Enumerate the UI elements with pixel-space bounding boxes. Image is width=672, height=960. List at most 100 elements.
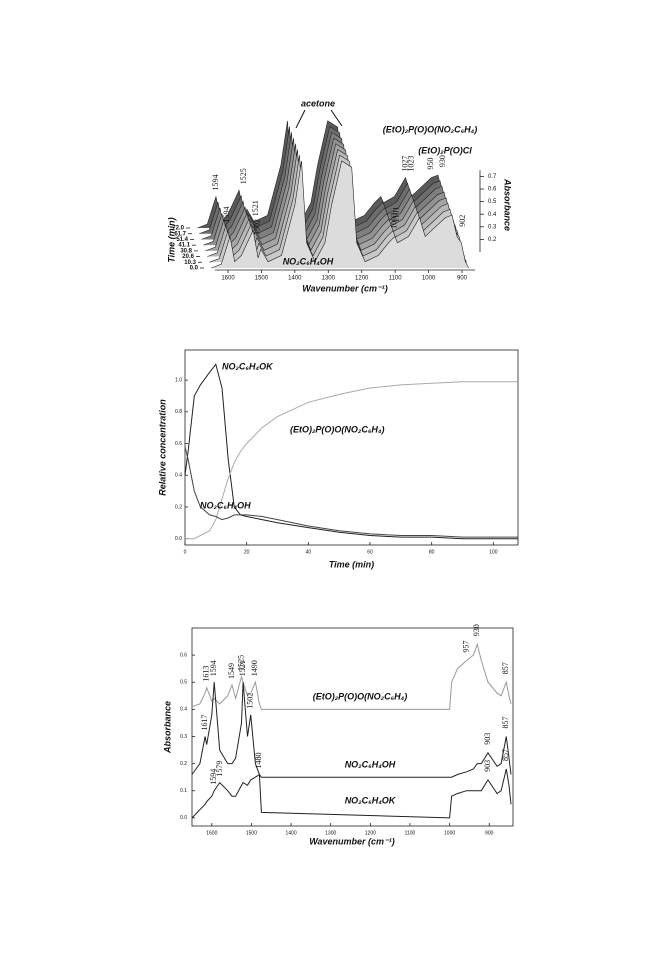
series-line [184, 446, 518, 538]
series-label: NO₂C₆H₄OH [345, 759, 396, 769]
y-tick-label: 0.0 [180, 815, 187, 821]
arrow [295, 109, 343, 129]
peak-label: 857 [501, 716, 510, 728]
peak-label: 1525 [236, 655, 245, 671]
peak-label: 950 [426, 158, 435, 170]
y-tick-label: 0.7 [488, 174, 497, 180]
spectrum [211, 160, 469, 269]
x-tick-label: 60 [367, 549, 373, 555]
z-tick-label: 51.4 [176, 237, 188, 243]
x-tick-label: 1600 [221, 276, 235, 282]
y-tick-label: 0.3 [180, 734, 187, 740]
x-tick-label: 1200 [365, 830, 376, 836]
peak-label: 1525 [239, 168, 248, 184]
series-line [184, 363, 518, 540]
peak-label: 1579 [215, 761, 224, 777]
peak-label: 1594 [211, 175, 220, 191]
series-label: NO₂C₆H₄OK [222, 361, 274, 371]
x-tick-label: 1400 [288, 276, 302, 282]
series-label: NO₂C₆H₄OK [345, 795, 397, 805]
series-line [185, 381, 518, 540]
peak-label: 1594 [209, 769, 218, 785]
y-tick-label: 0.0 [175, 536, 182, 542]
z-tick-label: 30.8 [180, 248, 192, 254]
x-tick-label: 1000 [444, 830, 455, 836]
y-tick-label: 0.6 [180, 652, 187, 658]
peak-label: 1101 [392, 207, 401, 223]
peak-label: 1613 [201, 666, 210, 682]
peak-label: 1521 [238, 660, 247, 676]
peak-label: 1594 [222, 207, 231, 223]
x-axis-title: Wavenumber (cm⁻¹) [302, 283, 388, 293]
y-tick-label: 1.0 [175, 377, 182, 383]
y-tick-label: 0.4 [180, 707, 187, 713]
x-tick-label: 0 [184, 549, 187, 555]
y-tick-label: 0.8 [175, 409, 182, 415]
x-tick-label: 1500 [255, 276, 269, 282]
peak-label: 857 [501, 662, 510, 674]
x-tick-label: 1400 [286, 830, 297, 836]
annotation: NO₂C₆H₄OH [283, 256, 334, 266]
y-tick-label: 0.1 [180, 788, 187, 794]
peak-label: 903 [483, 760, 492, 772]
z-tick-label: 61.7 [174, 231, 186, 237]
z-tick-label: 72.0 [172, 226, 184, 232]
x-tick-label: 1000 [422, 276, 436, 282]
y-tick-label: 0.6 [488, 187, 497, 193]
annotation: (EtO)₂P(O)Cl [418, 145, 472, 155]
x-tick-label: 1300 [322, 276, 336, 282]
x-tick-label: 40 [306, 549, 312, 555]
y-tick-label: 0.6 [175, 441, 182, 447]
plot-frame [184, 349, 519, 546]
y-tick-label: 0.2 [180, 761, 187, 767]
peak-label: 1502 [253, 219, 262, 235]
z-tick-label: 20.6 [182, 254, 194, 260]
x-tick-label: 1500 [246, 830, 257, 836]
peak-label: 857 [501, 749, 510, 761]
x-tick-label: 1300 [325, 830, 336, 836]
y-tick-label: 0.5 [180, 680, 187, 686]
z-axis-title: Time (min) [166, 217, 176, 262]
peak-label: 1027 [400, 156, 409, 172]
x-tick-label: 80 [429, 549, 435, 555]
x-tick-label: 1100 [389, 276, 403, 282]
peak-label: 930 [438, 155, 447, 167]
x-axis-title: Time (min) [329, 559, 374, 569]
series-label: (EtO)₂P(O)O(NO₂C₆H₄) [313, 691, 408, 701]
y-tick-label: 0.4 [175, 473, 182, 479]
x-tick-label: 1100 [405, 830, 416, 836]
series-label: (EtO)₂P(O)O(NO₂C₆H₄) [290, 424, 385, 434]
y-tick-label: 0.4 [488, 212, 497, 218]
peak-label: 1521 [251, 200, 260, 216]
peak-label: 1023 [407, 156, 416, 172]
annotation: acetone [301, 98, 335, 108]
x-tick-label: 900 [457, 276, 468, 282]
y-tick-label: 0.2 [488, 237, 497, 243]
peak-label: 902 [458, 215, 467, 227]
spectrum-line [191, 642, 512, 710]
x-tick-label: 1600 [206, 830, 217, 836]
z-tick-label: 10.3 [184, 260, 196, 266]
peak-label: 1093 [389, 213, 398, 229]
plot-frame [191, 627, 514, 827]
x-tick-label: 1200 [355, 276, 369, 282]
peak-label: 1490 [250, 660, 259, 676]
spectrum-fill [211, 160, 469, 268]
peak-label: 1549 [227, 663, 236, 679]
series-label: NO₂C₆H₄OH [200, 500, 251, 510]
z-tick-label: 0.0 [190, 266, 199, 272]
x-axis-title: Wavenumber (cm⁻¹) [309, 836, 395, 846]
peak-label: 903 [483, 733, 492, 745]
y-tick-label: 0.5 [488, 199, 497, 205]
annotation: (EtO)₂P(O)O(NO₂C₆H₄) [383, 124, 478, 134]
y-axis-title: Relative concentration [157, 399, 167, 496]
z-tick-label: 41.1 [178, 243, 190, 249]
y-axis-title: Absorbance [162, 701, 172, 754]
peak-label: 1617 [200, 714, 209, 730]
y-tick-label: 0.3 [488, 224, 497, 230]
peak-label: 957 [461, 641, 470, 653]
peak-label: 1480 [254, 752, 263, 768]
x-tick-label: 20 [244, 549, 250, 555]
x-tick-label: 900 [485, 830, 494, 836]
